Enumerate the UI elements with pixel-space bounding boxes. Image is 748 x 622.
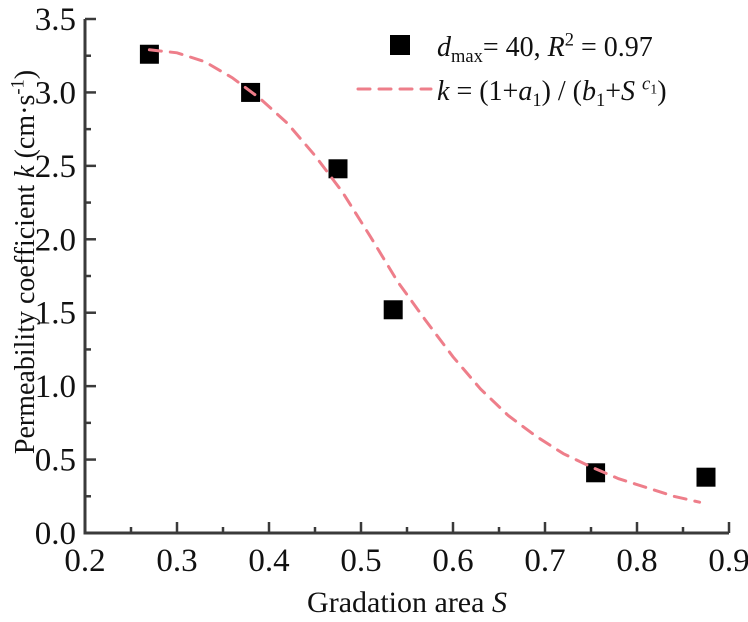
text-fragment: k	[437, 76, 450, 107]
fit-curve-dashed-line	[147, 48, 702, 504]
data-point-square	[139, 44, 159, 64]
text-fragment: Gradation area	[307, 586, 492, 619]
text-fragment: 1	[532, 90, 541, 110]
text-fragment: b	[582, 76, 596, 107]
text-fragment: d	[437, 32, 452, 63]
text-fragment	[541, 32, 548, 63]
text-fragment: 1	[596, 90, 605, 110]
text-fragment: )	[10, 70, 41, 79]
data-point-square	[696, 467, 716, 487]
text-fragment: 2	[565, 29, 574, 49]
data-point-square	[586, 463, 606, 483]
x-tick-label: 0.7	[524, 543, 565, 579]
text-fragment: 1	[650, 82, 657, 97]
data-point-square	[383, 300, 403, 320]
y-tick-label: 3.5	[35, 2, 76, 38]
x-tick-label: 0.6	[432, 543, 473, 579]
text-fragment: = 0.97	[574, 32, 653, 63]
text-fragment: ) / (	[542, 76, 582, 107]
text-fragment: a	[518, 76, 532, 107]
text-fragment: c	[642, 73, 650, 93]
legend-label-fit-equation: k = (1+a1) / (b1+S c1)	[437, 73, 667, 110]
y-tick-label: 1.5	[35, 296, 76, 332]
text-fragment: +	[605, 76, 621, 107]
y-axis-title: Permeability coefficient k (cm·s-1)	[7, 70, 41, 454]
x-tick-label: 0.2	[64, 543, 105, 579]
text-fragment: R	[547, 32, 565, 63]
y-tick-label: 2.0	[35, 222, 76, 258]
legend-label-points: dmax= 40, R2 = 0.97	[437, 29, 653, 66]
x-tick-label: 0.4	[248, 543, 289, 579]
y-tick-label: 1.0	[35, 369, 76, 405]
text-fragment: (cm·s	[10, 95, 41, 166]
text-fragment: -1	[7, 79, 27, 94]
y-tick-label: 3.0	[35, 75, 76, 111]
x-tick-label: 0.5	[340, 543, 381, 579]
y-tick-label: 0.0	[35, 516, 76, 552]
text-fragment: k	[10, 165, 41, 178]
x-axis-title: Gradation area S	[307, 586, 507, 619]
text-fragment	[635, 76, 642, 107]
legend-marker-square	[390, 35, 410, 55]
text-fragment: max	[451, 46, 484, 66]
text-fragment: = 40,	[483, 32, 541, 63]
text-fragment: S	[492, 586, 507, 619]
y-tick-label: 0.5	[35, 443, 76, 479]
x-tick-label: 0.9	[708, 543, 748, 579]
y-tick-label: 2.5	[35, 149, 76, 185]
data-point-square	[328, 159, 348, 179]
text-fragment: = (1+	[449, 76, 518, 107]
text-fragment: S	[621, 76, 635, 107]
x-tick-label: 0.8	[616, 543, 657, 579]
text-fragment: Permeability coefficient	[10, 178, 41, 454]
text-fragment: )	[657, 76, 666, 107]
x-tick-label: 0.3	[156, 543, 197, 579]
